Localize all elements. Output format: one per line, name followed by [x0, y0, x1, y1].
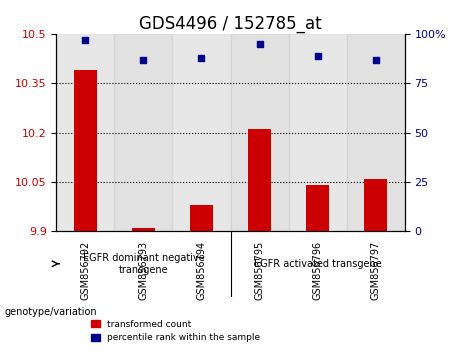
Bar: [172, 34, 230, 231]
Legend: transformed count, percentile rank within the sample: transformed count, percentile rank withi…: [88, 316, 264, 346]
Point: [140, 57, 147, 63]
Point: [314, 53, 321, 59]
Title: GDS4496 / 152785_at: GDS4496 / 152785_at: [139, 15, 322, 33]
Text: EGFR activated transgene: EGFR activated transgene: [254, 259, 381, 269]
Bar: [364, 178, 387, 231]
Text: genotype/variation: genotype/variation: [5, 307, 97, 316]
Bar: [132, 228, 155, 231]
Point: [372, 57, 379, 63]
Text: EGFR dominant negative
transgene: EGFR dominant negative transgene: [83, 253, 204, 275]
Bar: [230, 34, 289, 231]
Point: [256, 41, 263, 47]
Bar: [289, 34, 347, 231]
Bar: [74, 70, 97, 231]
Bar: [190, 205, 213, 231]
Bar: [248, 129, 271, 231]
Bar: [347, 34, 405, 231]
Point: [82, 38, 89, 43]
Bar: [114, 34, 172, 231]
Point: [198, 55, 205, 61]
Bar: [306, 185, 329, 231]
Bar: [56, 34, 114, 231]
